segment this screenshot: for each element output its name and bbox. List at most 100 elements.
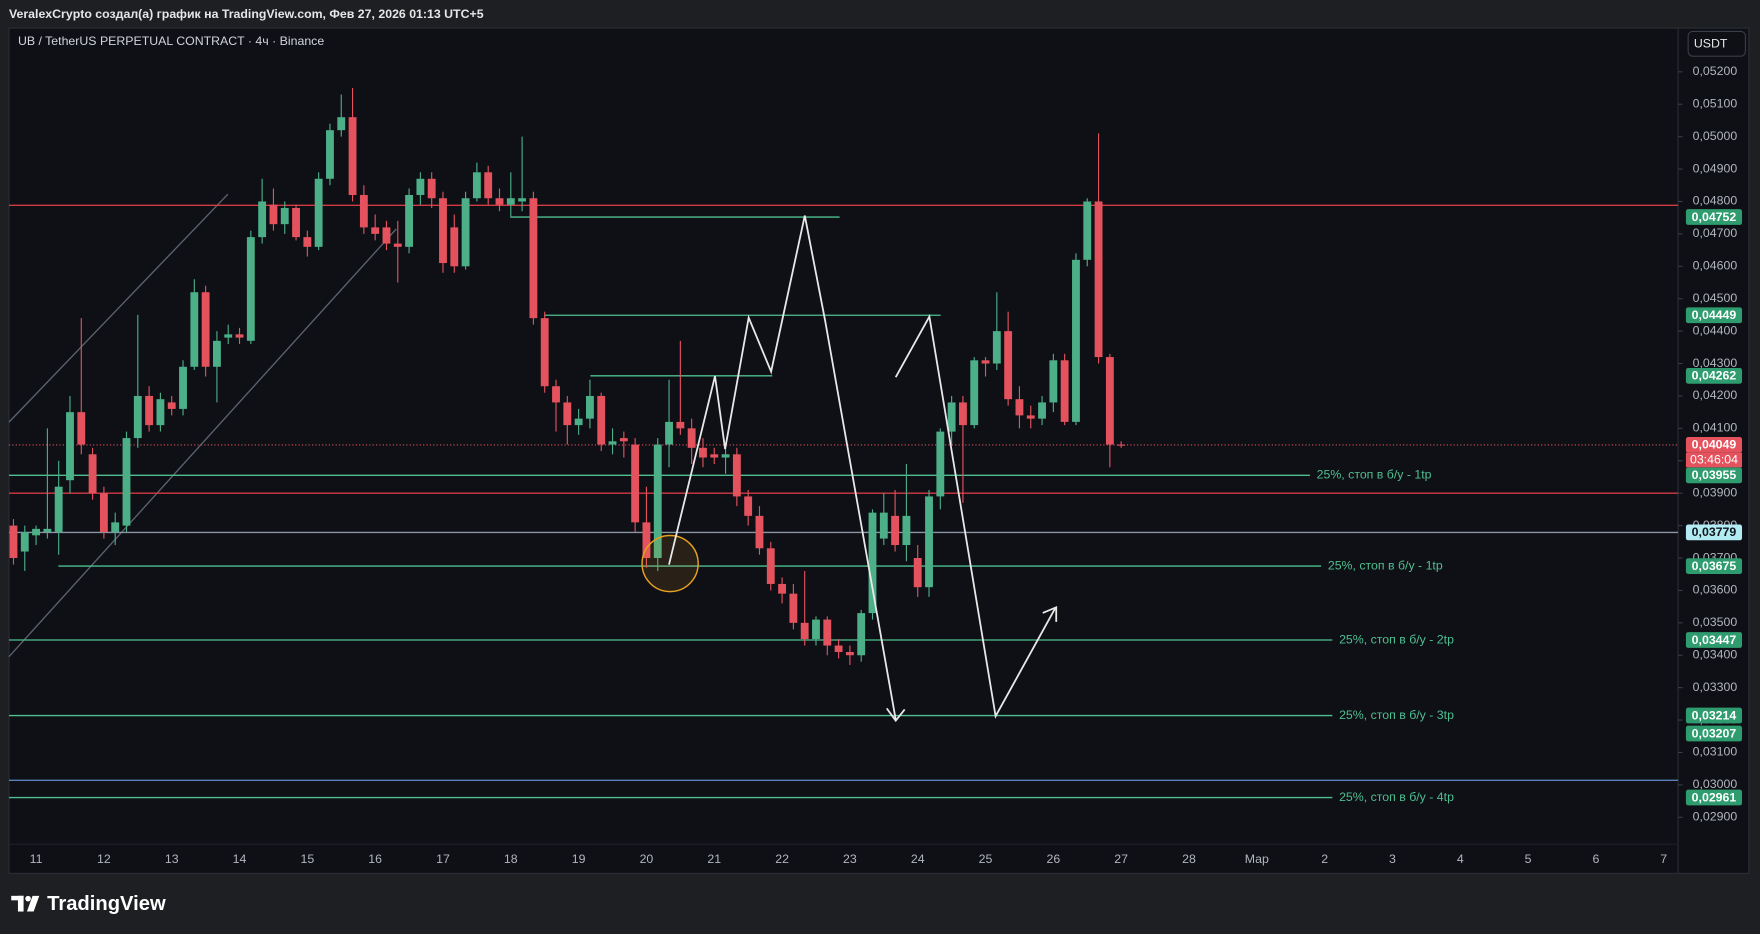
candle-body: [337, 117, 346, 131]
candle-body: [812, 619, 820, 640]
countdown-label: 03:46:04: [1690, 452, 1738, 466]
y-tick-label: 0,03900: [1693, 485, 1738, 499]
candle-body: [992, 331, 1001, 364]
price-badge: [1685, 725, 1743, 742]
candle-body: [472, 172, 481, 199]
candle-body: [122, 438, 131, 526]
candle-body: [925, 496, 933, 588]
chart-area: [8, 27, 1750, 874]
logo-shape: [25, 895, 31, 902]
candle-body: [111, 522, 120, 533]
x-tick-label: 2: [1321, 852, 1328, 866]
candle-body: [133, 395, 142, 439]
candle-body: [597, 395, 606, 445]
candle-body: [563, 402, 572, 426]
candle-body: [958, 402, 967, 426]
x-tick-label: 7: [1660, 852, 1667, 866]
candle-body: [145, 395, 154, 426]
y-tick-label: 0,03100: [1693, 745, 1738, 759]
candle-body: [292, 207, 300, 238]
brand-name: TradingView: [47, 893, 166, 915]
y-tick-label: 0,03300: [1693, 680, 1738, 694]
candle-body: [845, 652, 854, 656]
channel-line: [8, 228, 397, 658]
candle-body: [1083, 201, 1092, 260]
candle-body: [676, 421, 685, 429]
candle-body: [1015, 399, 1024, 416]
price-badge-label: 0,04449: [1692, 308, 1737, 322]
price-badge-label: 0,03955: [1692, 468, 1737, 482]
y-tick-label: 0,05100: [1693, 96, 1738, 110]
candle-body: [834, 645, 843, 653]
candle-body: [190, 292, 199, 367]
candle-body: [303, 237, 312, 247]
price-badge-label: 0,03447: [1692, 633, 1737, 647]
logo-shape: [17, 895, 24, 912]
price-badge: [1685, 632, 1743, 648]
currency-label[interactable]: USDT: [1694, 37, 1728, 51]
candle-body: [439, 198, 447, 264]
candle-body: [585, 395, 594, 419]
candle-body: [529, 198, 538, 319]
candle-body: [54, 486, 63, 533]
projection-path: [668, 215, 897, 720]
x-tick-label: 25: [979, 852, 993, 866]
candle-body: [778, 583, 787, 594]
x-tick-label: 14: [233, 852, 247, 866]
y-tick-label: 0,04900: [1693, 161, 1738, 175]
y-tick-label: 0,04200: [1693, 388, 1738, 402]
logo-shape: [11, 895, 24, 901]
candle-body: [416, 178, 425, 195]
y-tick-label: 0,04500: [1693, 291, 1738, 305]
candle-body: [800, 622, 809, 640]
x-tick-label: 26: [1046, 852, 1060, 866]
y-tick-label: 0,03000: [1693, 777, 1738, 791]
candle-body: [744, 496, 753, 516]
candle-body: [619, 438, 628, 442]
candle-body: [9, 525, 18, 559]
candle-body: [156, 399, 165, 426]
candle-body: [1060, 360, 1069, 422]
projection-path: [894, 313, 1056, 719]
candle-body: [224, 334, 233, 338]
x-tick-label: 5: [1525, 852, 1532, 866]
candle-body: [43, 528, 52, 533]
candle-body: [201, 292, 210, 367]
price-badge: [1685, 789, 1743, 806]
candle-body: [1094, 201, 1103, 358]
candle-body: [879, 512, 888, 539]
candle-body: [665, 421, 673, 445]
price-badge: [1685, 707, 1743, 724]
candle-body: [902, 515, 911, 546]
level-text: 25%, стоп в б/у - 3tp: [1339, 708, 1454, 722]
candle-body: [732, 454, 741, 497]
x-tick-label: Мар: [1245, 852, 1269, 866]
header-title: VeralexCrypto создал(а) график на Tradin…: [9, 7, 484, 21]
price-badge: [1685, 437, 1743, 453]
candle-body: [427, 178, 436, 199]
price-badge: [1685, 558, 1743, 574]
candle-body: [88, 454, 97, 494]
candle-body: [642, 522, 651, 559]
arrow-head: [1042, 605, 1058, 622]
currency-button[interactable]: [1687, 30, 1746, 57]
candle-body: [506, 198, 515, 205]
x-tick-label: 3: [1389, 852, 1396, 866]
symbol-title: UB / TetherUS PERPETUAL CONTRACT · 4ч · …: [18, 34, 324, 48]
candle-body: [721, 454, 730, 458]
candle-body: [608, 441, 617, 445]
x-tick-label: 22: [775, 852, 789, 866]
price-badge: [1685, 209, 1743, 225]
candle-body: [77, 412, 86, 445]
level-text: 25%, стоп в б/у - 4tp: [1339, 790, 1454, 804]
arrow-head: [886, 707, 906, 723]
candle-body: [1072, 259, 1080, 422]
price-badge-label: 0,03779: [1692, 525, 1737, 539]
candle-body: [269, 204, 278, 225]
y-tick-label: 0,04100: [1693, 421, 1738, 435]
candle-body: [981, 360, 990, 364]
candles: [9, 88, 1126, 665]
candle-body: [1004, 331, 1013, 400]
